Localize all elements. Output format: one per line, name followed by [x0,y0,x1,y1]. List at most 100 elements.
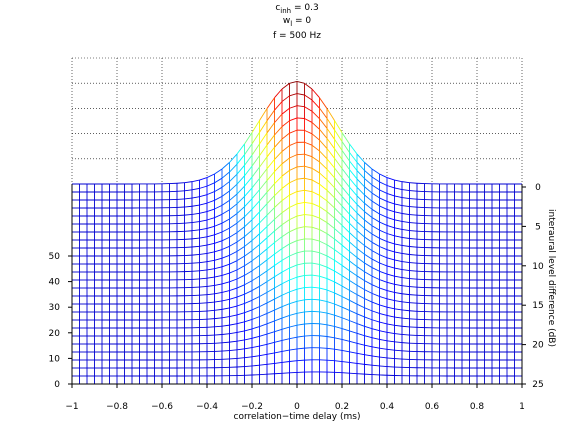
surface-cell [214,334,222,344]
mesh-ild-line [281,206,290,214]
surface-cell [244,198,252,217]
surface-cell [102,255,110,264]
surface-cell [394,317,402,327]
surface-cell [199,335,207,344]
mesh-ild-line [394,308,403,311]
surface-cell [267,242,275,260]
surface-cell [192,238,200,248]
surface-cell [117,183,125,192]
surface-cell [477,351,485,360]
surface-cell [304,275,312,288]
surface-cell [244,132,252,155]
surface-cell [207,277,215,287]
surface-cell [424,287,432,296]
mesh-ild-line [289,117,298,122]
surface-cell [342,372,350,384]
mesh-ild-line [229,349,238,352]
mesh-ild-line [371,250,380,256]
surface-cell [207,302,215,312]
surface-cell [364,170,372,186]
surface-cell [312,347,320,360]
surface-cell [327,108,335,130]
surface-cell [319,252,327,268]
surface-cell [94,199,102,208]
surface-cell [207,191,215,204]
surface-cell [379,271,387,283]
mesh-ild-line [236,143,245,155]
mesh-ild-line [274,188,283,196]
surface-cell [94,303,102,312]
surface-cell [214,317,222,327]
surface-cell [499,215,507,224]
surface-cell [139,303,147,312]
mesh-ild-line [236,185,245,195]
surface-cell [387,185,395,196]
surface-cell [357,313,365,327]
surface-cell [342,159,350,179]
surface-cell [327,118,335,140]
surface-cell [147,327,155,336]
mesh-ild-line [221,200,230,206]
z-tick-label: 20 [49,329,61,339]
surface-cell [102,231,110,240]
surface-cell [357,178,365,195]
surface-cell [492,207,500,216]
surface-cell [349,196,357,214]
surface-cell [177,207,185,216]
surface-cell [447,247,455,256]
surface-cell [304,142,312,157]
surface-cell [94,271,102,280]
surface-cell [342,296,350,311]
mesh-ild-line [386,273,395,277]
surface-cell [364,194,372,210]
mesh-ild-line [334,207,343,216]
surface-cell [379,279,387,291]
surface-cell [252,365,260,376]
surface-cell [192,246,200,256]
surface-cell [342,215,350,233]
mesh-ild-line [356,153,365,163]
surface-cell [184,230,192,240]
surface-cell [469,367,477,376]
mesh-ild-line [394,316,403,319]
mesh-ild-line [214,168,223,175]
mesh-ild-line [244,176,253,187]
surface-cell [297,226,305,241]
surface-cell [394,300,402,310]
surface-cell [109,207,117,216]
mesh-ild-line [289,154,298,159]
surface-cell [169,263,177,272]
surface-cell [192,319,200,328]
mesh-ild-line [386,193,395,197]
surface-cell [87,360,95,368]
surface-cell [207,209,215,221]
surface-cell [439,335,447,344]
surface-cell [514,263,522,272]
mesh-ild-line [356,266,365,273]
mesh-ild-line [319,229,328,235]
surface-cell [94,279,102,288]
mesh-ild-line [409,190,418,192]
surface-cell [514,287,522,296]
mesh-ild-line [206,251,215,254]
mesh-ild-line [326,255,335,261]
surface-cell [124,335,132,344]
surface-cell [514,295,522,304]
surface-cell [154,207,162,216]
mesh-ild-line [326,266,335,272]
mesh-ild-line [394,179,403,183]
surface-cell [454,239,462,248]
surface-cell [289,203,297,220]
surface-cell [237,186,245,204]
surface-cell [499,247,507,256]
mesh-ild-line [326,211,335,219]
surface-cell [274,329,282,343]
mesh-ild-line [409,286,418,288]
surface-cell [492,223,500,232]
surface-cell [499,199,507,208]
mesh-ild-line [304,153,313,158]
mesh-ild-line [386,249,395,253]
mesh-ild-line [259,108,268,121]
surface-cell [469,239,477,248]
surface-cell [424,335,432,344]
